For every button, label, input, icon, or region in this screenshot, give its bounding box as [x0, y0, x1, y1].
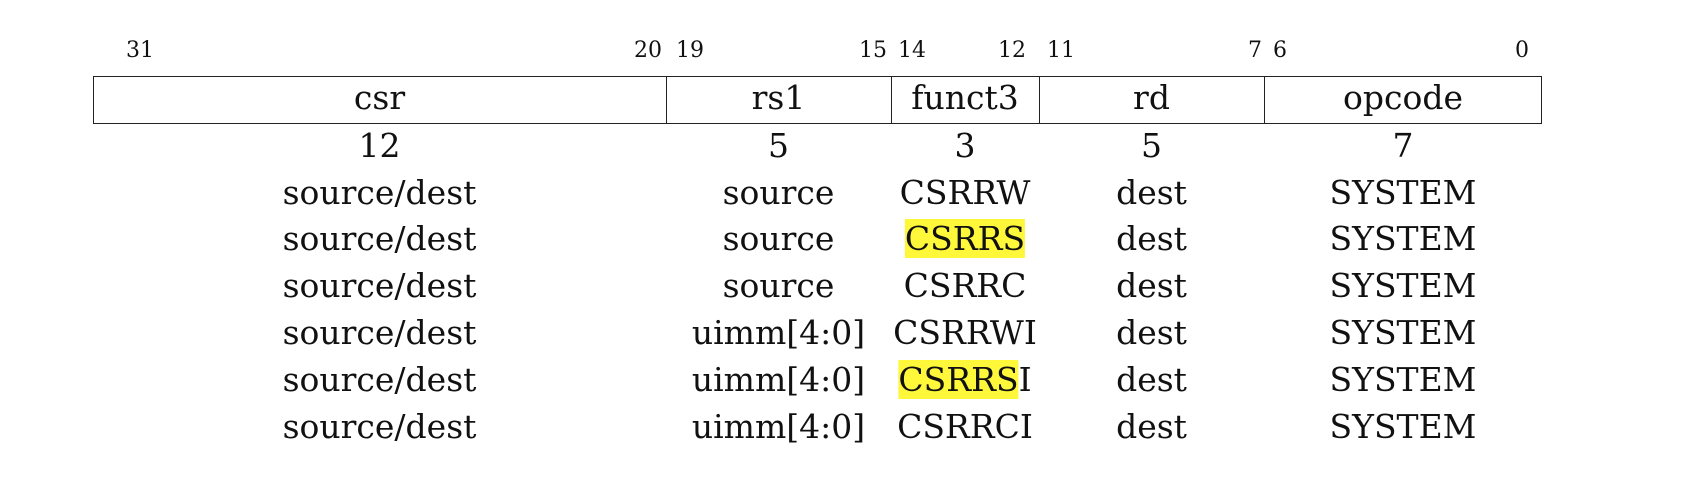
bit-index-low: 0 — [1515, 38, 1529, 63]
bit-index-high: 19 — [676, 38, 704, 63]
mnemonic-text: CSRRW — [899, 173, 1031, 212]
field-width: 5 — [1141, 126, 1162, 165]
row-rd-cell: dest — [1116, 313, 1187, 352]
row-rs1-cell: source — [722, 266, 835, 305]
field-divider — [1039, 76, 1040, 124]
row-funct3-cell: CSRRWI — [893, 313, 1037, 353]
row-rs1-cell: uimm[4:0] — [691, 360, 866, 399]
row-rd-cell: dest — [1116, 360, 1187, 399]
row-funct3-cell: CSRRCI — [897, 407, 1033, 447]
row-rs1-cell: uimm[4:0] — [691, 407, 866, 446]
row-rs1-cell: uimm[4:0] — [691, 313, 866, 352]
field-divider — [891, 76, 892, 124]
bit-index-high: 11 — [1047, 38, 1075, 63]
row-opcode-cell: SYSTEM — [1329, 313, 1477, 352]
field-name-rd: rd — [1133, 78, 1170, 117]
row-csr-cell: source/dest — [282, 407, 477, 446]
mnemonic-text: CSRRCI — [897, 407, 1033, 446]
mnemonic-text: CSRRC — [903, 266, 1027, 305]
row-opcode-cell: SYSTEM — [1329, 266, 1477, 305]
row-funct3-cell: CSRRW — [900, 173, 1031, 213]
row-opcode-cell: SYSTEM — [1329, 219, 1477, 258]
row-rd-cell: dest — [1116, 219, 1187, 258]
bit-index-low: 20 — [634, 38, 662, 63]
bit-index-low: 15 — [859, 38, 887, 63]
bit-index-low: 12 — [998, 38, 1026, 63]
field-width: 5 — [768, 126, 789, 165]
highlighted-text: CSRRS — [898, 360, 1019, 399]
field-layout-box — [93, 76, 1542, 124]
mnemonic-text: I — [1018, 360, 1032, 399]
field-width: 7 — [1392, 126, 1414, 165]
field-width: 3 — [954, 126, 976, 165]
row-csr-cell: source/dest — [282, 313, 477, 352]
row-rd-cell: dest — [1116, 407, 1187, 446]
bit-index-low: 7 — [1248, 38, 1262, 63]
field-name-rs1: rs1 — [751, 78, 806, 117]
row-funct3-cell: CSRRSI — [898, 360, 1032, 400]
row-rd-cell: dest — [1116, 266, 1187, 305]
row-csr-cell: source/dest — [282, 360, 477, 399]
row-funct3-cell: CSRRC — [904, 266, 1027, 306]
field-divider — [666, 76, 667, 124]
row-opcode-cell: SYSTEM — [1329, 360, 1477, 399]
field-divider — [1264, 76, 1265, 124]
field-width: 12 — [358, 126, 401, 165]
bit-index-high: 6 — [1273, 38, 1287, 63]
row-rd-cell: dest — [1116, 173, 1187, 212]
bit-index-high: 31 — [126, 38, 154, 63]
row-csr-cell: source/dest — [282, 219, 477, 258]
mnemonic-text: CSRRWI — [893, 313, 1037, 352]
highlighted-text: CSRRS — [904, 219, 1026, 258]
bit-index-high: 14 — [898, 38, 926, 63]
row-csr-cell: source/dest — [282, 173, 477, 212]
row-opcode-cell: SYSTEM — [1329, 173, 1477, 212]
row-csr-cell: source/dest — [282, 266, 477, 305]
row-opcode-cell: SYSTEM — [1329, 407, 1477, 446]
field-name-opcode: opcode — [1343, 78, 1463, 117]
row-funct3-cell: CSRRS — [904, 219, 1026, 259]
field-name-csr: csr — [353, 78, 406, 117]
field-name-funct3: funct3 — [911, 78, 1019, 117]
row-rs1-cell: source — [722, 219, 835, 258]
row-rs1-cell: source — [722, 173, 835, 212]
